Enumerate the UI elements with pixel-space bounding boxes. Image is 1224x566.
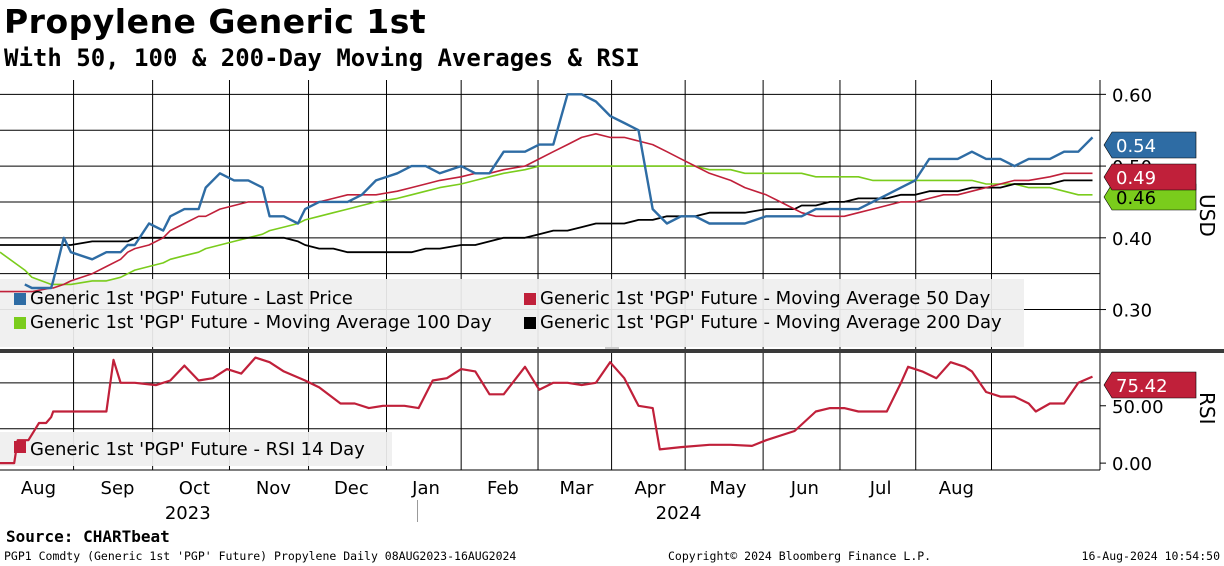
x-month-label: Jul xyxy=(869,478,892,499)
legend-label: Generic 1st 'PGP' Future - Last Price xyxy=(30,288,353,309)
price-legend-box xyxy=(0,279,1024,347)
ma200-line xyxy=(0,179,1093,254)
x-month-label: Dec xyxy=(334,478,369,499)
x-month-label: Nov xyxy=(256,478,291,499)
last-price-tag-label: 0.54 xyxy=(1116,136,1156,157)
last-price-line xyxy=(24,93,1094,290)
x-month-label: Sep xyxy=(101,478,135,499)
ma50-tag-label: 0.49 xyxy=(1116,168,1156,189)
ma100-tag-label: 0.46 xyxy=(1116,188,1156,209)
x-month-label: Aug xyxy=(939,478,974,499)
x-month-label: Apr xyxy=(634,478,666,499)
rsi-line xyxy=(0,356,1093,465)
x-month-label: Feb xyxy=(487,478,519,499)
rsi-y-tick-label: 50.00 xyxy=(1112,397,1164,418)
legend-label: Generic 1st 'PGP' Future - Moving Averag… xyxy=(30,312,492,333)
rsi-tag-label: 75.42 xyxy=(1116,376,1168,397)
legend-swatch xyxy=(14,293,26,305)
copyright-notice: Copyright© 2024 Bloomberg Finance L.P. xyxy=(668,549,932,563)
price-y-tick-label: 0.60 xyxy=(1112,85,1152,106)
chart-title: Propylene Generic 1st xyxy=(4,2,427,41)
x-year-label: 2024 xyxy=(656,503,702,524)
rsi-tag xyxy=(1103,371,1197,399)
legend-label: Generic 1st 'PGP' Future - Moving Averag… xyxy=(540,288,991,309)
legend-swatch xyxy=(524,317,536,329)
x-month-label: Jun xyxy=(790,478,819,499)
ma100-line xyxy=(0,165,1093,286)
timestamp: 16-Aug-2024 10:54:50 xyxy=(1081,549,1220,563)
rsi-y-tick-label: 0.00 xyxy=(1112,454,1152,475)
ma50-line xyxy=(0,133,1093,293)
last-price-tag xyxy=(1103,131,1197,159)
rsi-axis-title: RSI xyxy=(1195,392,1219,425)
legend-swatch xyxy=(14,317,26,329)
panel-divider-handle[interactable] xyxy=(605,347,619,349)
price-y-tick-label: 0.30 xyxy=(1112,301,1152,322)
x-month-label: Oct xyxy=(179,478,210,499)
legend-swatch xyxy=(524,293,536,305)
source-label: Source: CHARTbeat xyxy=(6,527,170,546)
x-month-label: May xyxy=(709,478,747,499)
security-description: PGP1 Comdty (Generic 1st 'PGP' Future) P… xyxy=(4,549,517,563)
x-month-label: Mar xyxy=(559,478,594,499)
price-axis-title: USD xyxy=(1195,194,1219,237)
panel-divider xyxy=(0,349,1224,353)
rsi-legend-box xyxy=(0,432,392,466)
x-year-label: 2023 xyxy=(165,503,211,524)
rsi-legend-swatch xyxy=(14,441,26,453)
ma50-tag xyxy=(1103,163,1197,191)
x-month-label: Jan xyxy=(411,478,440,499)
chart-subtitle: With 50, 100 & 200-Day Moving Averages &… xyxy=(4,44,640,72)
price-y-tick-label: 0.40 xyxy=(1112,229,1152,250)
x-month-label: Aug xyxy=(21,478,56,499)
legend-label: Generic 1st 'PGP' Future - Moving Averag… xyxy=(540,312,1002,333)
rsi-legend-label: Generic 1st 'PGP' Future - RSI 14 Day xyxy=(30,439,365,460)
